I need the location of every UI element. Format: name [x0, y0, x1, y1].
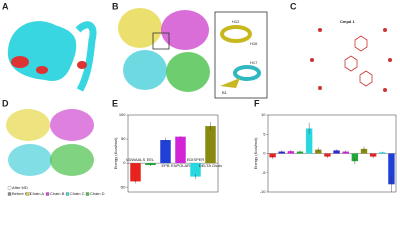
- legend-label: Before MD: [12, 191, 31, 196]
- legend-label: Chain B: [50, 191, 65, 196]
- x-tick-label: EPB: [161, 163, 169, 168]
- panel-letter: C: [290, 1, 297, 11]
- chain-c: [123, 50, 167, 90]
- x-tick-label: EEL: [147, 157, 155, 162]
- chain-d: [166, 52, 210, 92]
- bar: [305, 128, 313, 154]
- x-tick-label: VDWAALS: [126, 157, 146, 162]
- helix-label: H12: [232, 19, 240, 24]
- legend-swatch: [85, 192, 90, 196]
- helix-label: H17: [250, 60, 258, 65]
- binding-site: [11, 56, 29, 68]
- helix-label: H16: [250, 41, 258, 46]
- binding-site: [77, 61, 87, 69]
- helix: [233, 65, 261, 81]
- legend-label: Chain D: [90, 191, 105, 196]
- bar: [130, 163, 141, 182]
- panel-letter: D: [2, 98, 9, 108]
- legend-label: Chain A: [30, 191, 44, 196]
- y-axis-label: Energy (Kcal/mol): [113, 137, 118, 169]
- chain-a: [6, 109, 50, 141]
- residue-arcs: [310, 28, 392, 92]
- helix: [220, 25, 252, 43]
- binding-site: [36, 66, 48, 74]
- strand-label: B1: [222, 90, 228, 95]
- figure: A B C D E F H12 H16 H17 B1 Cmpd 1 After …: [2, 1, 397, 196]
- y-tick-label: 100: [119, 112, 126, 117]
- legend-swatch: [25, 192, 30, 196]
- y-tick-label: 50: [121, 136, 126, 141]
- y-tick-label: -5: [262, 170, 266, 175]
- y-tick-label: 0: [123, 160, 126, 165]
- legend-swatch: [65, 192, 70, 196]
- ligand-name: Cmpd 1: [340, 19, 355, 24]
- bar: [351, 153, 359, 162]
- bar: [388, 153, 395, 185]
- panel-letter: A: [2, 1, 9, 11]
- y-tick-label: 10: [261, 112, 266, 117]
- chain-a: [118, 8, 162, 48]
- chain-d: [50, 144, 94, 176]
- legend-swatch: [7, 192, 12, 196]
- panel-letter: E: [112, 98, 118, 108]
- chain-b: [161, 10, 209, 50]
- x-tick-label: EDISPER: [187, 157, 205, 162]
- bar: [205, 126, 216, 164]
- bar: [175, 136, 186, 164]
- chain-b: [50, 109, 94, 141]
- y-tick-label: -50: [120, 184, 127, 189]
- strand: [220, 78, 240, 88]
- legend-swatch: [7, 186, 12, 190]
- x-tick-label: DELTA Gsolv: [199, 163, 222, 168]
- panel-letter: B: [112, 1, 119, 11]
- zoom-box: [152, 32, 170, 50]
- y-axis-label: Energy (Kcal/mol): [253, 137, 258, 169]
- legend-label: After MD: [12, 185, 28, 190]
- plot-frame: [127, 114, 219, 193]
- protein-surface: [75, 21, 97, 92]
- ligand-plot: [344, 35, 373, 87]
- panel-letter: F: [254, 98, 260, 108]
- bar: [333, 150, 340, 154]
- y-tick-label: -10: [260, 189, 267, 194]
- legend-label: Chain C: [70, 191, 85, 196]
- bar: [269, 153, 276, 158]
- x-tick-label: ENPOLAR: [171, 163, 190, 168]
- bar: [160, 140, 171, 164]
- y-tick-label: 0: [263, 151, 266, 156]
- y-tick-label: 5: [263, 131, 266, 136]
- chain-c: [8, 144, 52, 176]
- bar: [190, 163, 201, 177]
- legend-swatch: [45, 192, 50, 196]
